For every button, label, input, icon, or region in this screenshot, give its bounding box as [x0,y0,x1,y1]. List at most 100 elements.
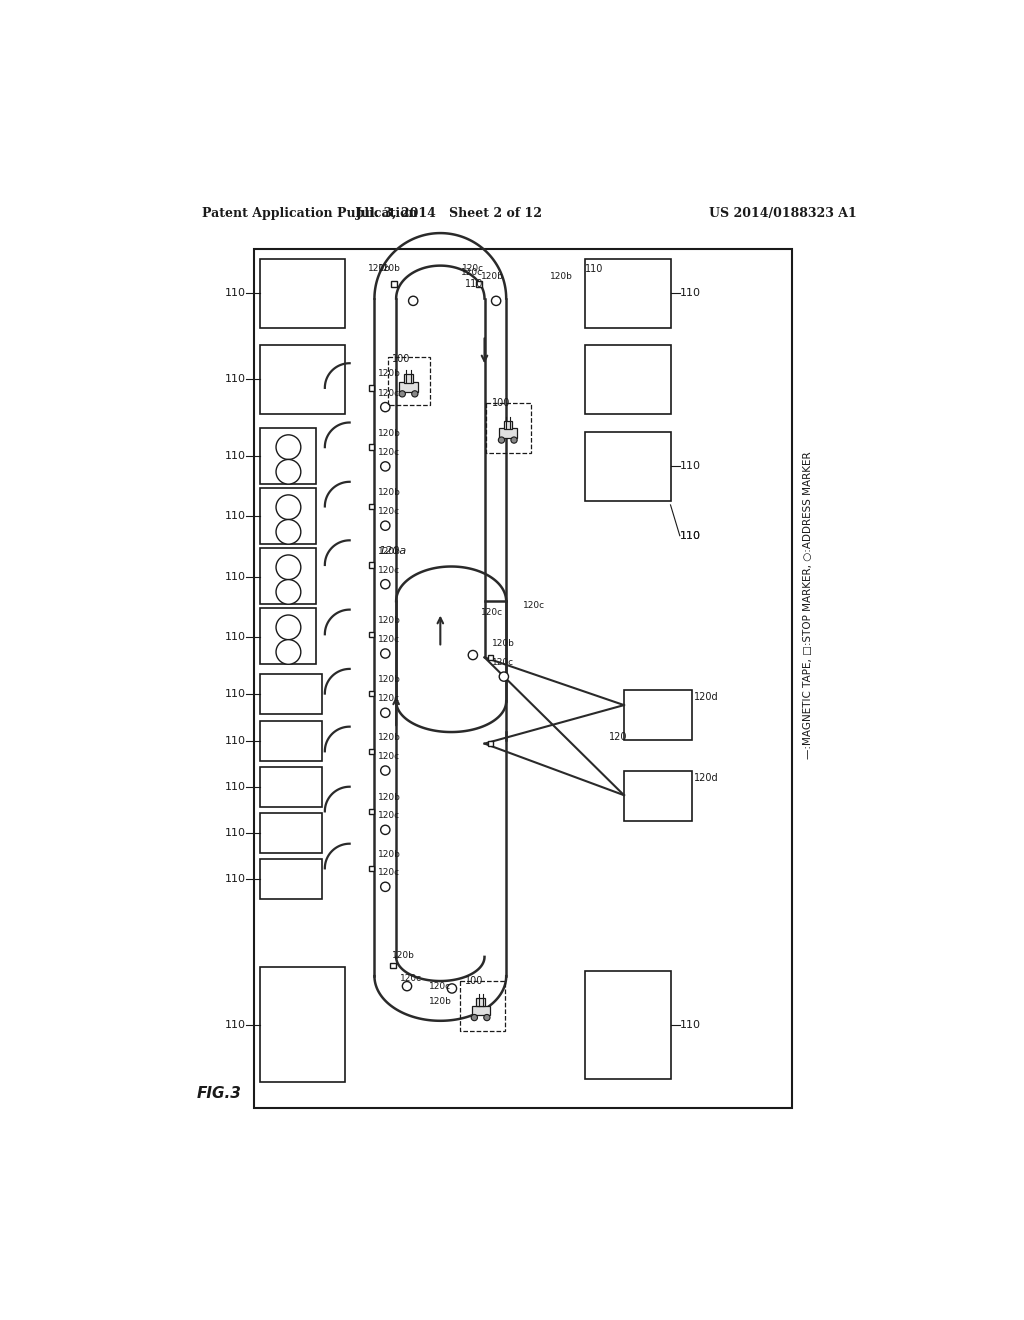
Text: 120c: 120c [493,659,514,667]
Text: 120b: 120b [378,546,401,556]
Text: 120b: 120b [378,850,401,859]
Text: 120c: 120c [429,982,451,990]
Circle shape [276,640,301,664]
Circle shape [511,437,517,444]
Circle shape [276,579,301,605]
Text: 120b: 120b [378,488,401,498]
Text: 120a: 120a [378,546,407,556]
Text: 110: 110 [465,279,483,289]
Text: 120: 120 [608,733,627,742]
Circle shape [381,521,390,531]
Circle shape [499,437,505,444]
Text: —:MAGNETIC TAPE, □:STOP MARKER, ○:ADDRESS MARKER: —:MAGNETIC TAPE, □:STOP MARKER, ○:ADDRES… [804,451,813,759]
Bar [488,655,494,660]
Circle shape [276,615,301,640]
Text: 120c: 120c [378,869,400,878]
Circle shape [381,403,390,412]
Text: 120c: 120c [480,609,503,618]
Text: 110: 110 [586,264,603,273]
Circle shape [276,459,301,484]
Bar [369,504,374,510]
Circle shape [402,982,412,991]
Circle shape [276,520,301,544]
Circle shape [276,495,301,520]
Text: 110: 110 [225,451,246,462]
Bar [391,281,396,286]
Text: 120c: 120c [462,264,484,273]
Bar [476,998,484,1006]
Text: 120d: 120d [693,693,719,702]
Text: 120b: 120b [480,272,504,281]
Text: 120b: 120b [392,950,415,960]
Bar [624,771,692,821]
Bar [499,428,517,438]
Text: Patent Application Publication: Patent Application Publication [202,207,417,220]
Bar [476,281,481,286]
Bar [369,809,374,814]
Bar [390,962,395,968]
Bar [404,375,413,383]
Text: 120b: 120b [378,370,401,379]
Circle shape [381,882,390,891]
Circle shape [468,651,477,660]
Text: 120c: 120c [523,601,546,610]
Text: 110: 110 [225,375,246,384]
Bar [369,445,374,450]
Text: 120c: 120c [378,507,400,516]
Text: 110: 110 [225,781,246,792]
Text: 100: 100 [493,399,511,408]
Text: 110: 110 [225,689,246,700]
Circle shape [399,391,406,397]
Text: 110: 110 [225,735,246,746]
Text: US 2014/0188323 A1: US 2014/0188323 A1 [709,207,857,220]
Bar [260,767,322,807]
Text: 110: 110 [225,572,246,582]
Text: 120c: 120c [378,566,400,574]
Text: 110: 110 [680,531,700,541]
Text: 120b: 120b [378,264,401,273]
Text: 120b: 120b [378,733,401,742]
Circle shape [447,983,457,993]
Text: 110: 110 [225,874,246,884]
Bar [388,358,430,405]
Bar [369,385,374,391]
Circle shape [381,649,390,659]
Text: 110: 110 [225,1019,246,1030]
Circle shape [500,672,509,681]
Text: 120b: 120b [378,429,401,438]
Circle shape [276,434,301,459]
Text: 110: 110 [225,288,246,298]
Bar [260,859,322,899]
Bar [399,381,418,392]
Bar [460,981,505,1031]
Bar [254,249,793,1107]
Text: FIG.3: FIG.3 [197,1086,241,1101]
Bar [260,548,316,605]
Bar [260,813,322,853]
Circle shape [492,296,501,305]
Bar [260,721,322,760]
Text: 120c: 120c [461,268,483,277]
Text: 120b: 120b [429,997,452,1006]
Bar [260,259,345,327]
Text: 110: 110 [680,288,700,298]
Bar [369,562,374,568]
Text: 100: 100 [465,975,483,986]
Bar [369,690,374,696]
Bar [488,741,494,746]
Bar [504,421,512,429]
Text: 120c: 120c [378,635,400,644]
Bar [472,1006,489,1015]
Text: 120b: 120b [550,272,573,281]
Text: 120b: 120b [378,616,401,624]
Bar [369,866,374,871]
Text: 120d: 120d [693,774,719,783]
Circle shape [412,391,418,397]
Text: 110: 110 [225,511,246,521]
Bar [369,748,374,754]
Bar [260,345,345,414]
Circle shape [471,1015,477,1020]
Circle shape [276,554,301,579]
Bar [486,404,531,453]
Bar [260,488,316,544]
